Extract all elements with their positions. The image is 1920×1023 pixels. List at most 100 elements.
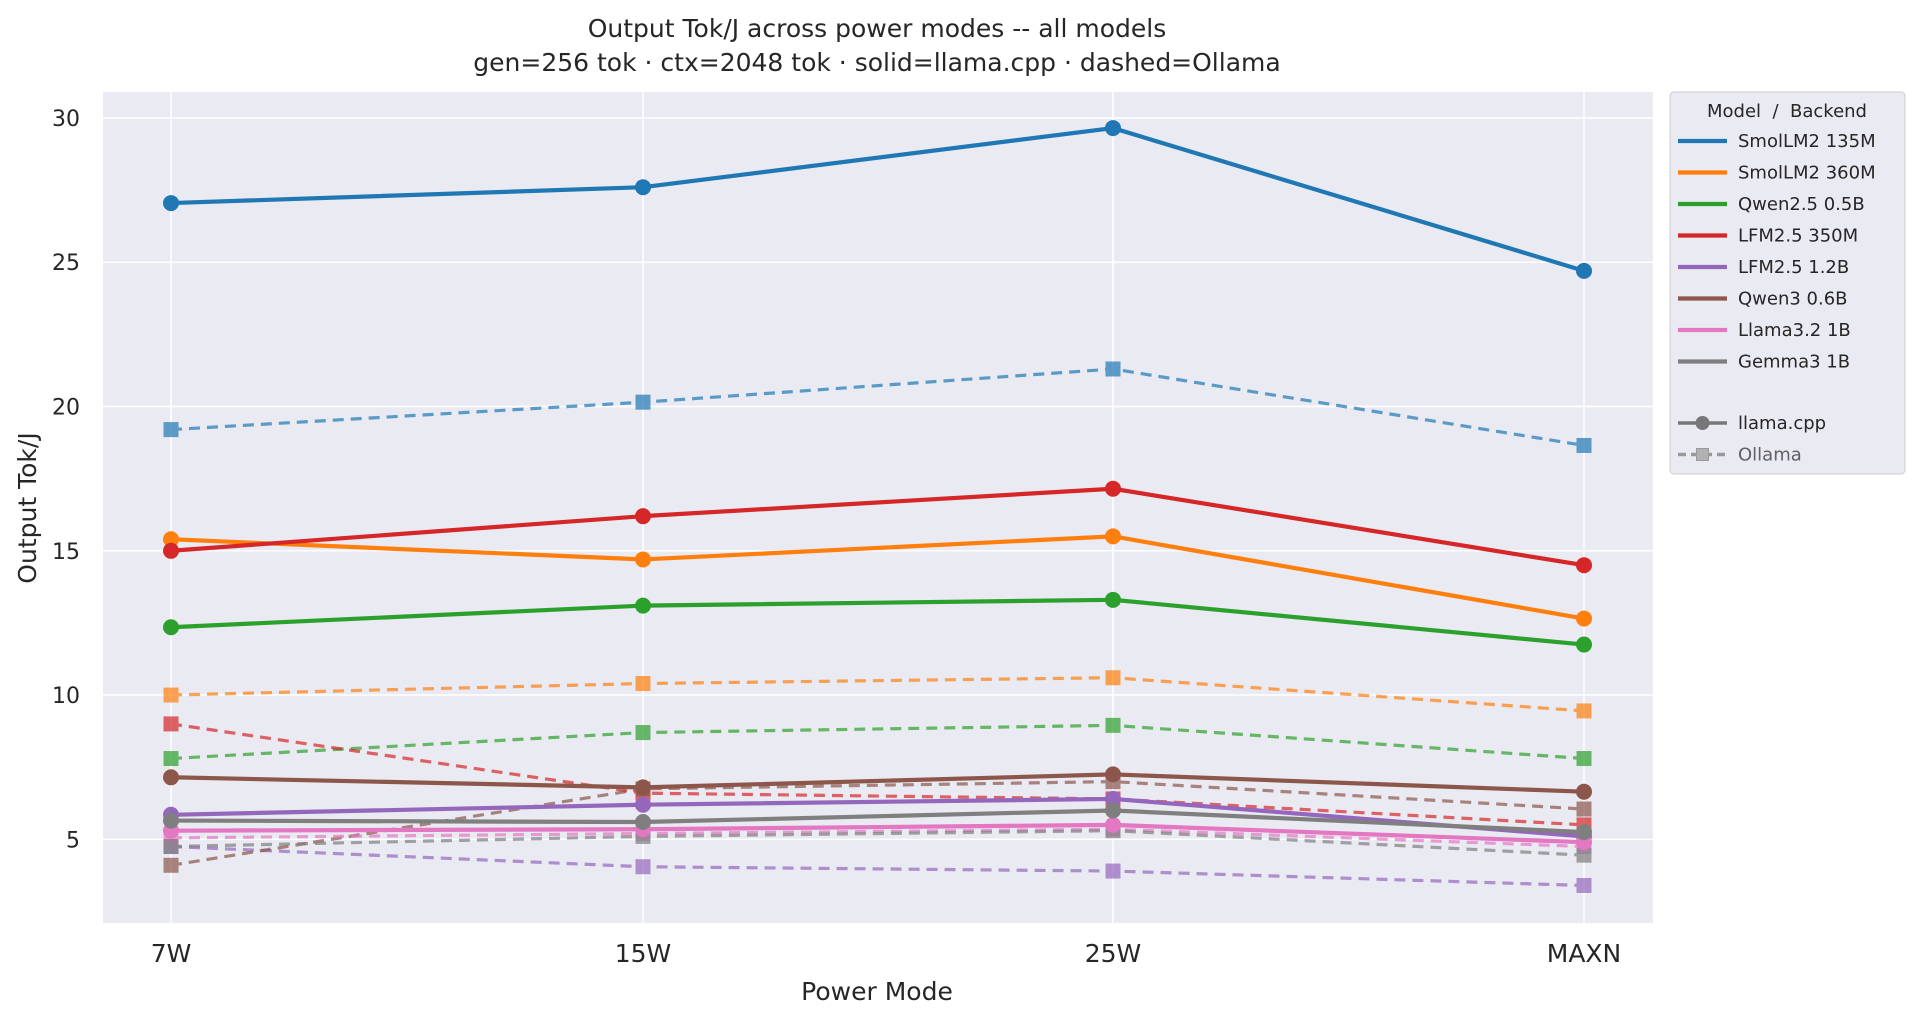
legend-box [1669,91,1906,475]
legend-item-lfm2-5-350m: LFM2.5 350M [1678,226,1858,247]
series-line [170,534,1585,621]
legend-label: SmolLM2 135M [1738,131,1876,152]
legend-label: LFM2.5 1.2B [1738,257,1849,278]
legend-marker [1696,448,1709,461]
y-tick-label: 30 [52,107,80,132]
x-axis-label: Power Mode [801,977,953,1006]
data-point [1576,703,1592,719]
y-tick-labels: 5 10 15 20 25 30 [52,107,80,853]
legend-label: llama.cpp [1738,413,1826,434]
data-point [635,814,651,831]
data-point [163,839,179,855]
series-line [170,822,1585,845]
series-line [170,486,1585,568]
data-point [1576,751,1592,767]
legend-item-llama-cpp: llama.cpp [1678,413,1826,434]
legend-label: Ollama [1738,445,1802,466]
data-point [1105,717,1121,733]
x-tick-labels: 7W 15W 25W MAXN [151,939,1622,968]
series-line [170,808,1585,835]
data-point [635,676,651,692]
series-line [170,829,1585,857]
legend-item-gemma3-1b: Gemma3 1B [1678,352,1850,373]
data-point [1105,802,1121,819]
data-point [163,531,179,548]
series-layer [163,120,1592,893]
data-point [1105,670,1121,686]
legend-marker [1695,416,1710,430]
series-smollm2-135m-llama-cpp [163,120,1592,279]
data-point [163,751,179,767]
legend-item-ollama: Ollama [1678,445,1802,466]
legend-label: Qwen3 0.6B [1738,289,1848,310]
data-point [1105,766,1121,783]
series-qwen2-5-0-5b-ollama [163,717,1592,767]
data-point [163,687,179,703]
y-tick-label: 10 [52,684,80,709]
data-point [163,619,179,636]
data-point [1105,528,1121,545]
y-tick-label: 15 [52,540,80,565]
legend-label: Llama3.2 1B [1738,320,1851,341]
data-point [635,508,651,525]
data-point [635,859,651,875]
data-point [635,597,651,614]
x-tick-label: MAXN [1547,939,1622,968]
data-point [163,542,179,559]
data-point [1576,557,1592,574]
series-line [170,796,1585,839]
legend-title: Model / Backend [1707,101,1867,122]
legend-item-qwen3-0-6b: Qwen3 0.6B [1678,289,1848,310]
y-tick-label: 20 [52,396,80,421]
data-point [1576,636,1592,653]
legend: Model / Backend SmolLM2 135M SmolLM2 360M… [1669,91,1906,475]
data-point [1576,847,1592,863]
series-line [170,597,1585,647]
data-point [1576,610,1592,627]
y-tick-label: 25 [52,251,80,276]
data-point [163,812,179,829]
x-tick-label: 15W [615,939,672,968]
chart-subtitle: gen=256 tok · ctx=2048 tok · solid=llama… [473,48,1280,77]
series-smollm2-360m-llama-cpp [163,528,1592,627]
y-tick-label: 5 [66,828,80,853]
data-point [163,857,179,873]
data-point [635,796,651,813]
data-point [635,779,651,796]
series-line [170,676,1585,713]
series-line [170,772,1585,794]
series-line [170,722,1585,827]
data-point [635,725,651,741]
series-qwen3-0-6b-llama-cpp [163,766,1592,800]
legend-label: LFM2.5 350M [1738,226,1858,247]
data-point [163,716,179,732]
data-point [1576,801,1592,817]
data-point [163,769,179,786]
legend-item-smollm2-360m: SmolLM2 360M [1678,163,1876,184]
data-point [1105,591,1121,608]
x-tick-label: 7W [151,939,192,968]
data-point [1576,783,1592,800]
series-line [170,367,1585,448]
data-point [1105,790,1121,807]
legend-item-llama3-2-1b: Llama3.2 1B [1678,320,1851,341]
data-point [1105,863,1121,879]
series-smollm2-135m-ollama [163,361,1592,453]
series-lfm2-5-350m-llama-cpp [163,480,1592,574]
legend-label: Gemma3 1B [1738,352,1850,373]
series-line [170,844,1585,888]
data-point [163,195,179,212]
series-line [170,780,1585,867]
data-point [635,179,651,196]
data-point [1576,824,1592,841]
legend-item-qwen2-5-0-5b: Qwen2.5 0.5B [1678,194,1865,215]
series-line [170,827,1585,849]
data-point [1576,877,1592,893]
series-qwen2-5-0-5b-llama-cpp [163,591,1592,653]
data-point [1105,480,1121,497]
series-smollm2-360m-ollama [163,670,1592,719]
data-point [635,551,651,568]
legend-item-lfm2-5-1-2b: LFM2.5 1.2B [1678,257,1849,278]
y-axis-label: Output Tok/J [13,432,42,583]
